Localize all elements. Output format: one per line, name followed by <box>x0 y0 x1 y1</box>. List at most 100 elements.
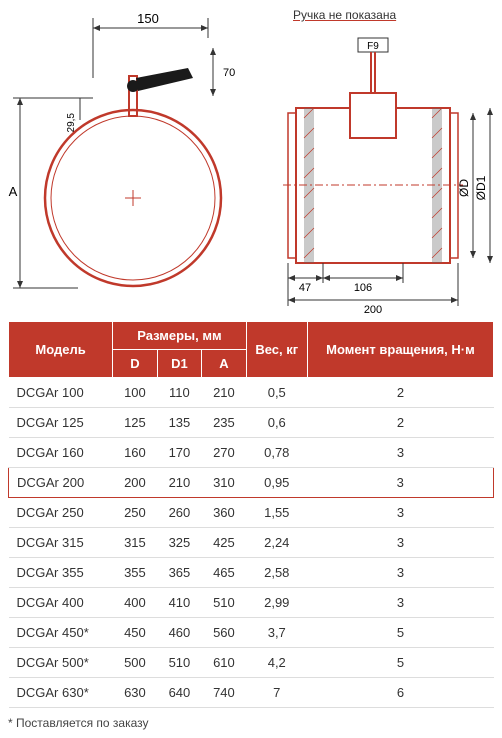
cell-D: 400 <box>113 588 158 618</box>
col-dims: Размеры, мм <box>113 322 247 350</box>
cell-A: 510 <box>202 588 247 618</box>
cell-weight: 0,95 <box>246 468 307 498</box>
table-body: DCGAr 1001001102100,52DCGAr 125125135235… <box>9 378 494 708</box>
cell-A: 560 <box>202 618 247 648</box>
cell-weight: 0,78 <box>246 438 307 468</box>
cell-model: DCGAr 250 <box>9 498 113 528</box>
cell-model: DCGAr 200 <box>9 468 113 498</box>
damper-diagram-svg: 150 70 29,5 A <box>8 8 494 313</box>
cell-A: 610 <box>202 648 247 678</box>
cell-D: 500 <box>113 648 158 678</box>
cell-D1: 170 <box>157 438 202 468</box>
svg-text:ØD1: ØD1 <box>474 175 488 200</box>
cell-torque: 3 <box>307 528 493 558</box>
cell-A: 740 <box>202 678 247 708</box>
col-D1: D1 <box>157 350 202 378</box>
cell-A: 235 <box>202 408 247 438</box>
cell-D: 250 <box>113 498 158 528</box>
cell-D: 450 <box>113 618 158 648</box>
table-row: DCGAr 3553553654652,583 <box>9 558 494 588</box>
cell-A: 465 <box>202 558 247 588</box>
cell-torque: 3 <box>307 558 493 588</box>
cell-D: 200 <box>113 468 158 498</box>
svg-text:106: 106 <box>354 282 372 294</box>
col-A: A <box>202 350 247 378</box>
cell-weight: 2,58 <box>246 558 307 588</box>
cell-model: DCGAr 400 <box>9 588 113 618</box>
cell-A: 270 <box>202 438 247 468</box>
cell-model: DCGAr 125 <box>9 408 113 438</box>
cell-A: 310 <box>202 468 247 498</box>
table-row: DCGAr 1001001102100,52 <box>9 378 494 408</box>
cell-D1: 135 <box>157 408 202 438</box>
table-row: DCGAr 630*63064074076 <box>9 678 494 708</box>
svg-text:A: A <box>9 184 18 199</box>
technical-diagram: Ручка не показана 150 70 29,5 A <box>8 8 494 313</box>
cell-D1: 325 <box>157 528 202 558</box>
cell-weight: 2,99 <box>246 588 307 618</box>
cell-D: 355 <box>113 558 158 588</box>
cell-model: DCGAr 355 <box>9 558 113 588</box>
cell-weight: 3,7 <box>246 618 307 648</box>
svg-text:ØD: ØD <box>457 179 471 197</box>
cell-weight: 4,2 <box>246 648 307 678</box>
cell-D1: 260 <box>157 498 202 528</box>
cell-model: DCGAr 100 <box>9 378 113 408</box>
cell-weight: 2,24 <box>246 528 307 558</box>
cell-torque: 5 <box>307 648 493 678</box>
table-row: DCGAr 2502502603601,553 <box>9 498 494 528</box>
cell-D: 315 <box>113 528 158 558</box>
cell-D1: 460 <box>157 618 202 648</box>
table-row: DCGAr 1251251352350,62 <box>9 408 494 438</box>
cell-A: 360 <box>202 498 247 528</box>
svg-text:70: 70 <box>223 67 235 79</box>
cell-model: DCGAr 630* <box>9 678 113 708</box>
cell-D: 100 <box>113 378 158 408</box>
cell-model: DCGAr 160 <box>9 438 113 468</box>
cell-D: 125 <box>113 408 158 438</box>
cell-torque: 2 <box>307 408 493 438</box>
cell-D1: 110 <box>157 378 202 408</box>
col-model: Модель <box>9 322 113 378</box>
cell-D1: 510 <box>157 648 202 678</box>
svg-text:47: 47 <box>299 282 311 294</box>
table-row: DCGAr 3153153254252,243 <box>9 528 494 558</box>
table-row: DCGAr 2002002103100,953 <box>9 468 494 498</box>
table-row: DCGAr 450*4504605603,75 <box>9 618 494 648</box>
svg-text:29,5: 29,5 <box>66 113 77 133</box>
table-row: DCGAr 500*5005106104,25 <box>9 648 494 678</box>
cell-torque: 5 <box>307 618 493 648</box>
cell-model: DCGAr 500* <box>9 648 113 678</box>
cell-torque: 2 <box>307 378 493 408</box>
svg-text:F9: F9 <box>367 41 379 52</box>
table-header: Модель Размеры, мм Вес, кг Момент вращен… <box>9 322 494 378</box>
cell-D1: 210 <box>157 468 202 498</box>
cell-torque: 3 <box>307 588 493 618</box>
cell-D1: 365 <box>157 558 202 588</box>
specs-table: Модель Размеры, мм Вес, кг Момент вращен… <box>8 321 494 708</box>
cell-model: DCGAr 315 <box>9 528 113 558</box>
cell-A: 210 <box>202 378 247 408</box>
svg-text:150: 150 <box>137 11 159 26</box>
cell-torque: 3 <box>307 498 493 528</box>
cell-D1: 410 <box>157 588 202 618</box>
cell-torque: 6 <box>307 678 493 708</box>
cell-weight: 0,5 <box>246 378 307 408</box>
cell-weight: 0,6 <box>246 408 307 438</box>
col-torque: Момент вращения, Н·м <box>307 322 493 378</box>
cell-torque: 3 <box>307 468 493 498</box>
col-D: D <box>113 350 158 378</box>
cell-D: 160 <box>113 438 158 468</box>
cell-weight: 7 <box>246 678 307 708</box>
cell-weight: 1,55 <box>246 498 307 528</box>
cell-D1: 640 <box>157 678 202 708</box>
diagram-note: Ручка не показана <box>293 8 396 22</box>
cell-A: 425 <box>202 528 247 558</box>
cell-torque: 3 <box>307 438 493 468</box>
footnote: * Поставляется по заказу <box>8 716 494 730</box>
table-row: DCGAr 1601601702700,783 <box>9 438 494 468</box>
cell-model: DCGAr 450* <box>9 618 113 648</box>
col-weight: Вес, кг <box>246 322 307 378</box>
cell-D: 630 <box>113 678 158 708</box>
table-row: DCGAr 4004004105102,993 <box>9 588 494 618</box>
